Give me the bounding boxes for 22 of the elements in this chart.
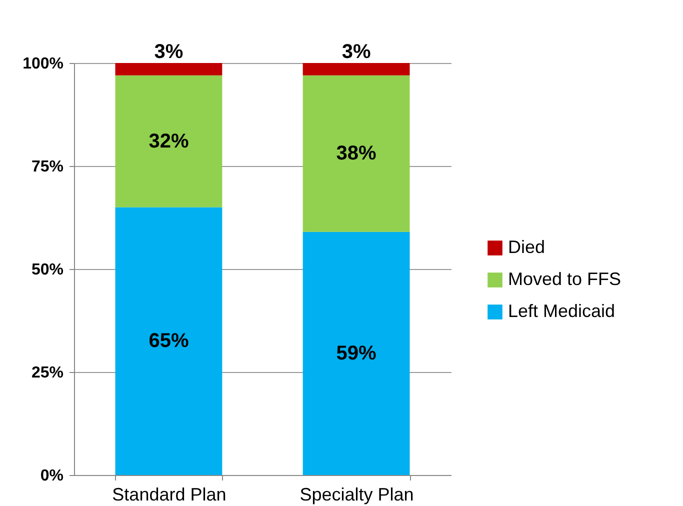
data-label: 38% [336, 142, 377, 165]
y-tick-label: 0% [40, 468, 64, 484]
y-tick-label: 100% [22, 56, 64, 72]
legend-label: Left Medicaid [508, 301, 616, 321]
x-tick-label: Standard Plan [112, 484, 226, 504]
y-tick-label: 50% [31, 262, 64, 278]
bar [302, 63, 410, 76]
bar [115, 75, 222, 208]
legend-label: Died [508, 237, 546, 257]
bar [302, 75, 410, 232]
x-tick-label: Specialty Plan [300, 484, 414, 504]
data-label: 59% [336, 342, 377, 364]
y-tick-label: 75% [31, 158, 64, 176]
bar [115, 63, 222, 76]
data-label: 32% [148, 130, 189, 152]
bar [302, 232, 410, 475]
legend-label: Moved to FFS [508, 269, 622, 289]
y-tick-label: 25% [31, 364, 64, 382]
bar [115, 207, 222, 475]
data-label: 65% [148, 330, 189, 352]
data-label: 3% [154, 41, 184, 63]
data-label: 3% [342, 41, 371, 63]
